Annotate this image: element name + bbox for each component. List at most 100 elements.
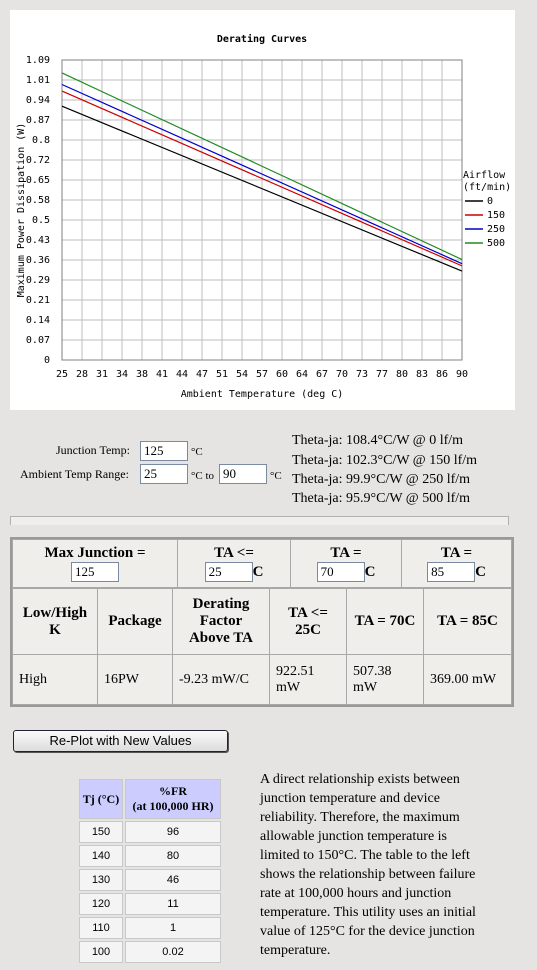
result-cell: -9.23 mW/C xyxy=(172,654,270,705)
series-line-250 xyxy=(61,83,463,265)
ta3-unit: C xyxy=(475,564,486,580)
header-cell: Derating Factor Above TA xyxy=(172,588,270,655)
plot-area-border xyxy=(61,59,463,361)
legend-title: Airflow xyxy=(463,170,506,181)
x-axis-label: Ambient Temperature (deg C) xyxy=(181,389,344,400)
theta-ja-250: Theta-ja: 99.9°C/W @ 250 lf/m xyxy=(292,472,471,487)
x-tick-label: 25 xyxy=(56,369,68,380)
y-tick-label: 0.94 xyxy=(26,95,50,106)
legend-label: 250 xyxy=(487,224,505,235)
junction-temp-unit: °C xyxy=(191,446,203,458)
x-tick-label: 57 xyxy=(256,369,268,380)
fr-cell: 46 xyxy=(125,869,221,891)
x-tick-label: 70 xyxy=(336,369,348,380)
ta3-label: TA = xyxy=(440,545,473,561)
header-cell: Package xyxy=(97,588,173,655)
tj-cell: 110 xyxy=(79,917,123,939)
input-section: Junction Temp: °C Ambient Temp Range: °C… xyxy=(10,425,515,515)
y-tick-label: 0.21 xyxy=(26,295,50,306)
y-tick-label: 0.58 xyxy=(26,195,50,206)
x-tick-label: 86 xyxy=(436,369,448,380)
chart-panel: 25 28 31 34 38 41 44 47 51 54 57 60 64 67 70 73 77 80 83 86… xyxy=(10,10,515,410)
derating-chart: 25 28 31 34 38 41 44 47 51 54 57 60 64 67 70 73 77 80 83 86… xyxy=(16,33,511,400)
max-junction-label: Max Junction = xyxy=(44,545,146,561)
fr-cell: 0.02 xyxy=(125,941,221,963)
results-panel: Max Junction = TA <= C TA = C TA = C Low… xyxy=(10,537,514,707)
ambient-to-input[interactable] xyxy=(219,464,267,484)
replot-button[interactable]: Re-Plot with New Values xyxy=(13,730,228,752)
ta3-cell: TA = C xyxy=(401,539,512,588)
x-tick-label: 28 xyxy=(76,369,88,380)
x-tick-label: 77 xyxy=(376,369,388,380)
theta-ja-0: Theta-ja: 108.4°C/W @ 0 lf/m xyxy=(292,433,464,448)
junction-temp-input[interactable] xyxy=(140,441,188,461)
fr-cell: 11 xyxy=(125,893,221,915)
legend-title-unit: (ft/min) xyxy=(463,182,511,193)
x-tick-label: 34 xyxy=(116,369,128,380)
x-tick-label: 64 xyxy=(296,369,308,380)
y-axis-label: Maximum Power Dissipation (W) xyxy=(16,123,27,298)
legend-label: 150 xyxy=(487,210,505,221)
ta1-label: TA <= xyxy=(214,545,254,561)
ta1-input[interactable] xyxy=(204,562,253,582)
fr-header: %FR (at 100,000 HR) xyxy=(125,779,221,819)
x-tick-label: 80 xyxy=(396,369,408,380)
theta-ja-150: Theta-ja: 102.3°C/W @ 150 lf/m xyxy=(292,453,478,468)
y-tick-label: 0 xyxy=(44,355,50,366)
result-cell: 369.00 mW xyxy=(423,654,512,705)
max-junction-input[interactable] xyxy=(71,562,119,582)
x-tick-label: 90 xyxy=(456,369,468,380)
tj-cell: 120 xyxy=(79,893,123,915)
x-tick-label: 44 xyxy=(176,369,188,380)
y-tick-label: 0.87 xyxy=(26,115,50,126)
y-tick-label: 0.8 xyxy=(32,135,50,146)
result-cell: High xyxy=(12,654,98,705)
max-junction-cell: Max Junction = xyxy=(12,539,178,588)
y-tick-label: 0.29 xyxy=(26,275,50,286)
x-tick-label: 47 xyxy=(196,369,208,380)
legend-label: 0 xyxy=(487,196,493,207)
ta1-cell: TA <= C xyxy=(177,539,291,588)
x-tick-label: 51 xyxy=(216,369,228,380)
ambient-from-input[interactable] xyxy=(140,464,188,484)
header-cell: TA = 70C xyxy=(346,588,424,655)
divider-strip xyxy=(10,516,509,525)
junction-temp-label: Junction Temp: xyxy=(56,443,130,457)
ambient-range-mid: °C to xyxy=(191,470,215,482)
ta2-unit: C xyxy=(364,564,376,580)
y-tick-label: 1.09 xyxy=(26,55,50,66)
tj-header: Tj (°C) xyxy=(79,779,123,819)
header-cell: Low/High K xyxy=(12,588,98,655)
theta-ja-500: Theta-ja: 95.9°C/W @ 500 lf/m xyxy=(292,491,471,506)
fr-header-label: %FR xyxy=(159,784,187,798)
ta1-unit: C xyxy=(252,564,264,580)
x-tick-label: 67 xyxy=(316,369,328,380)
tj-cell: 140 xyxy=(79,845,123,867)
ta3-input[interactable] xyxy=(427,562,476,582)
x-tick-label: 73 xyxy=(356,369,368,380)
legend-label: 500 xyxy=(487,238,505,249)
y-tick-label: 0.72 xyxy=(26,155,50,166)
ambient-to-unit: °C xyxy=(270,470,282,482)
y-tick-label: 0.36 xyxy=(26,255,50,266)
result-cell: 922.51 mW xyxy=(269,654,347,705)
result-cell: 507.38 mW xyxy=(346,654,424,705)
x-tick-label: 54 xyxy=(236,369,248,380)
ta2-label: TA = xyxy=(330,545,362,561)
x-tick-label: 31 xyxy=(96,369,108,380)
x-tick-label: 41 xyxy=(156,369,168,380)
ta-input-table: Max Junction = TA <= C TA = C TA = C xyxy=(12,539,512,588)
tj-cell: 150 xyxy=(79,821,123,843)
x-tick-label: 83 xyxy=(416,369,428,380)
tj-cell: 100 xyxy=(79,941,123,963)
fr-header-sub: (at 100,000 HR) xyxy=(132,799,214,813)
y-tick-label: 1.01 xyxy=(26,75,50,86)
fr-cell: 80 xyxy=(125,845,221,867)
y-tick-label: 0.14 xyxy=(26,315,50,326)
failure-rate-table: Tj (°C) %FR (at 100,000 HR) 150 96 140 80 … xyxy=(77,777,223,965)
ta2-input[interactable] xyxy=(316,562,365,582)
series-line-500 xyxy=(61,72,463,261)
y-tick-label: 0.65 xyxy=(26,175,50,186)
x-tick-label: 38 xyxy=(136,369,148,380)
reliability-description: A direct relationship exists between jun… xyxy=(260,772,476,958)
